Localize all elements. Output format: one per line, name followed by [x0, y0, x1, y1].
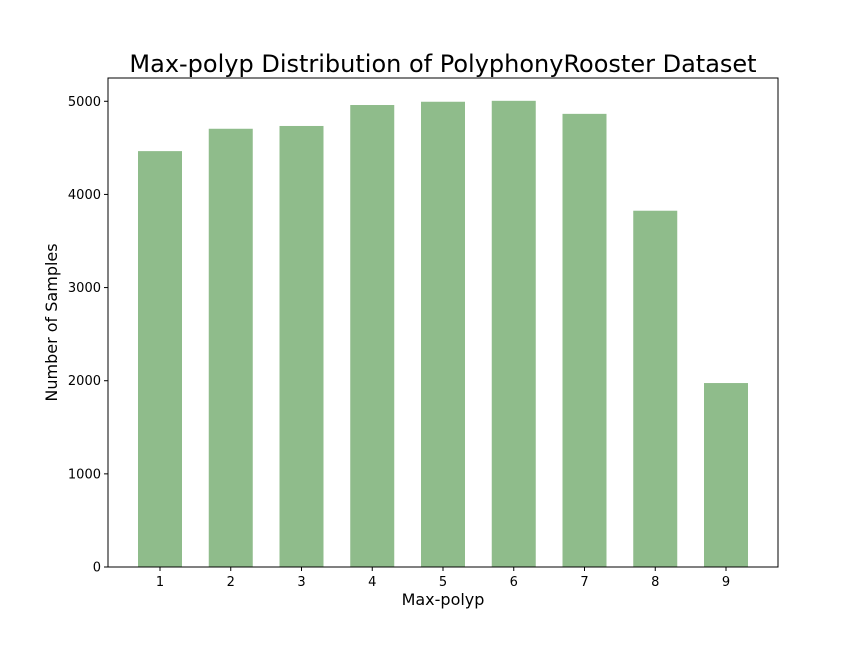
chart-title: Max-polyp Distribution of PolyphonyRoost…: [129, 50, 756, 78]
bar-1: [138, 151, 182, 568]
x-tick-label: 4: [368, 575, 376, 590]
bar-3: [279, 125, 324, 568]
x-axis-ticks: 1 2 3 4 5 6 7 8 9: [156, 567, 730, 590]
bar-7: [562, 113, 607, 568]
x-tick-label: 3: [297, 575, 305, 590]
bar-4: [350, 105, 395, 568]
x-tick-label: 7: [580, 575, 588, 590]
plot-frame: [107, 77, 779, 568]
x-tick-label: 9: [722, 575, 730, 590]
bars-layer: [138, 100, 748, 568]
y-tick-label: 0: [93, 561, 101, 576]
x-axis-label: Max-polyp: [402, 590, 485, 609]
x-tick-label: 5: [439, 575, 447, 590]
y-axis-label: Number of Samples: [42, 243, 61, 401]
x-tick-label: 2: [227, 575, 235, 590]
y-tick-label: 2000: [68, 374, 101, 389]
bar-8: [633, 210, 678, 567]
bar-5: [421, 101, 465, 567]
y-tick-label: 1000: [68, 467, 101, 482]
bar-2: [208, 128, 253, 567]
y-tick-label: 4000: [68, 188, 101, 203]
y-tick-label: 5000: [68, 95, 101, 110]
bar-6: [491, 100, 536, 567]
y-tick-label: 3000: [68, 281, 101, 296]
bar-9: [704, 383, 748, 567]
y-axis-ticks: 0 1000 2000 3000 4000 5000: [68, 95, 108, 576]
x-tick-label: 8: [651, 575, 659, 590]
x-tick-label: 6: [510, 575, 518, 590]
x-tick-label: 1: [156, 575, 164, 590]
